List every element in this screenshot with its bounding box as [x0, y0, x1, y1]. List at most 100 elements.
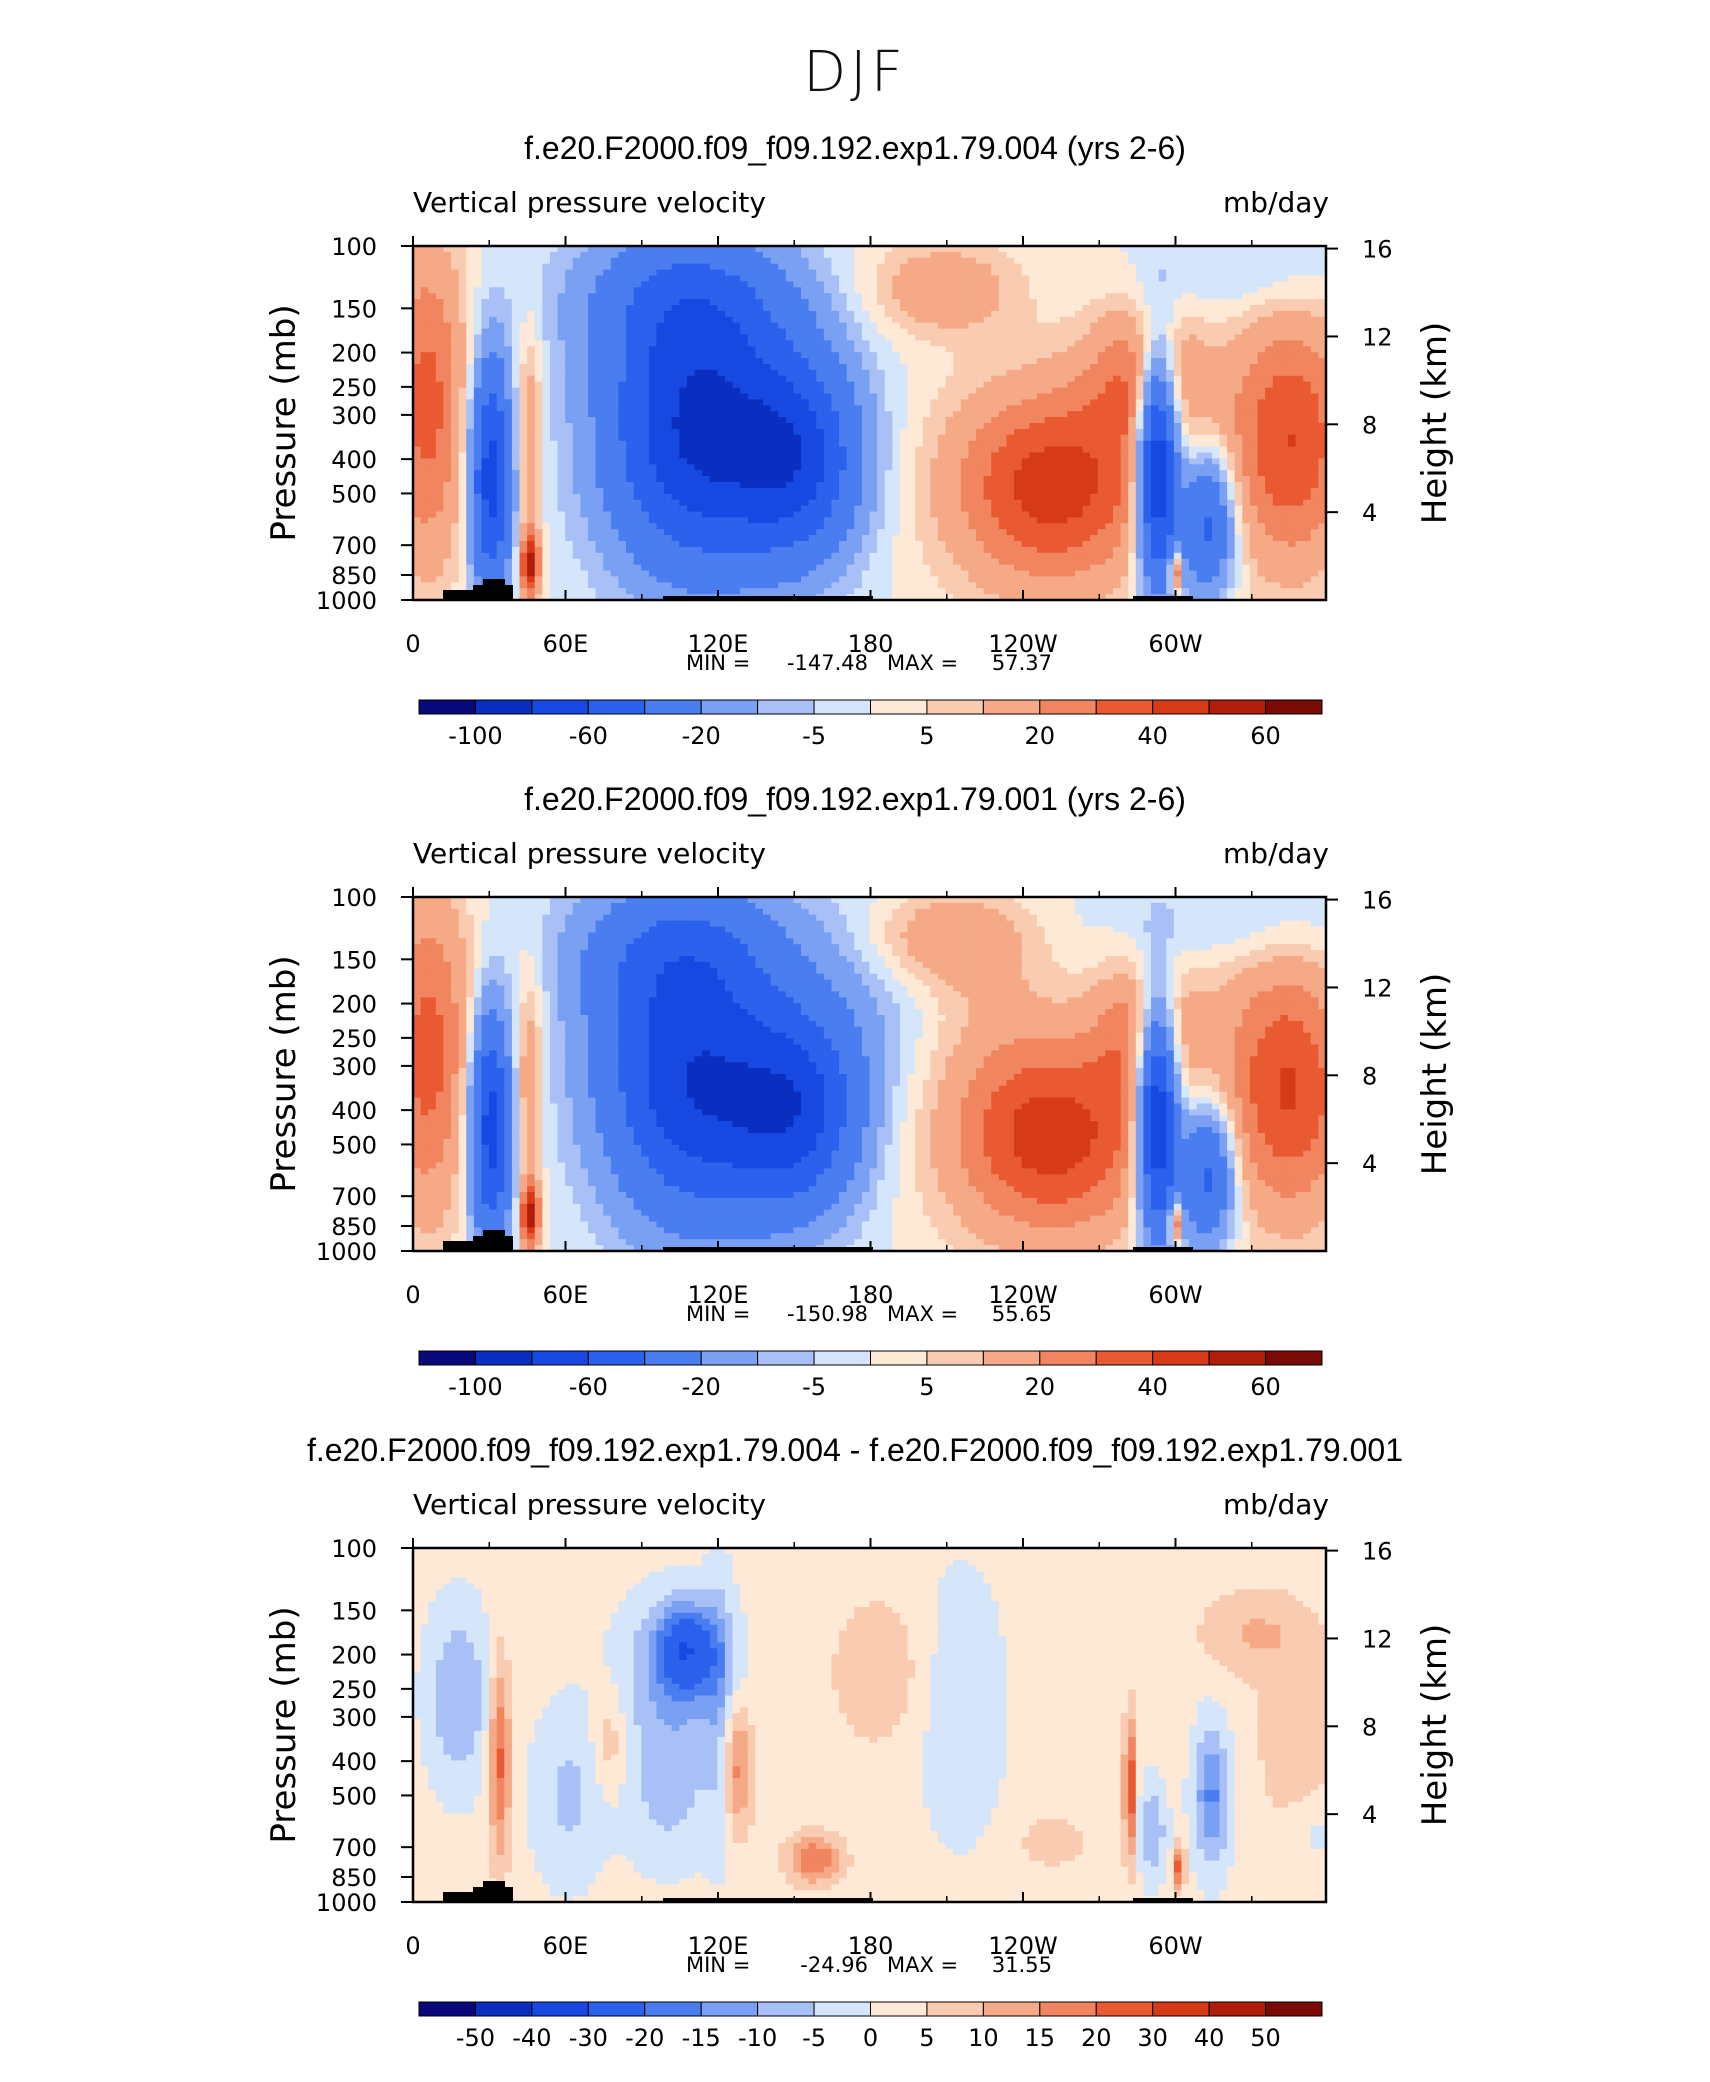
contour-cell: [884, 381, 893, 389]
contour-cell: [991, 334, 1000, 341]
contour-cell: [511, 328, 521, 336]
contour-cell: [489, 251, 498, 259]
contour-cell: [785, 346, 795, 353]
contour-cell: [1287, 310, 1297, 318]
contour-cell: [770, 446, 779, 454]
contour-cell: [633, 364, 642, 371]
contour-cell: [732, 322, 741, 330]
contour-cell: [709, 417, 718, 424]
contour-cell: [991, 428, 1000, 436]
contour-cell: [542, 393, 551, 400]
contour-cell: [747, 440, 756, 448]
contour-cell: [1234, 446, 1243, 454]
contour-cell: [983, 263, 992, 271]
contour-cell: [991, 364, 1000, 371]
contour-cell: [732, 458, 741, 465]
contour-cell: [816, 411, 825, 418]
contour-cell: [1014, 434, 1023, 442]
contour-cell: [504, 287, 513, 294]
contour-cell: [861, 381, 871, 389]
contour-cell: [983, 428, 992, 436]
contour-cell: [907, 470, 916, 477]
contour-cell: [1097, 440, 1106, 448]
contour-cell: [626, 352, 635, 359]
contour-cell: [991, 257, 1000, 265]
contour-cell: [473, 310, 483, 318]
contour-cell: [945, 411, 954, 418]
contour-cell: [489, 328, 498, 336]
contour-cell: [1166, 482, 1175, 489]
contour-cell: [1128, 476, 1137, 483]
contour-cell: [732, 393, 741, 400]
contour-cell: [435, 257, 445, 265]
contour-cell: [968, 405, 977, 412]
contour-cell: [1318, 369, 1327, 377]
contour-cell: [1044, 393, 1053, 400]
contour-cell: [839, 364, 848, 371]
contour-cell: [648, 428, 658, 436]
contour-cell: [481, 352, 490, 359]
contour-cell: [1234, 440, 1243, 448]
contour-cell: [1120, 346, 1129, 353]
contour-cell: [854, 375, 863, 383]
contour-cell: [420, 340, 429, 347]
contour-cell: [960, 387, 970, 395]
contour-cell: [1303, 393, 1312, 400]
contour-cell: [1112, 287, 1122, 294]
contour-cell: [945, 423, 954, 430]
contour-cell: [557, 340, 566, 347]
contour-cell: [1295, 305, 1304, 312]
contour-cell: [1021, 352, 1030, 359]
contour-cell: [747, 417, 756, 424]
contour-cell: [504, 464, 513, 471]
contour-cell: [1059, 275, 1068, 282]
contour-cell: [732, 340, 741, 347]
contour-cell: [793, 482, 802, 489]
contour-cell: [1158, 293, 1167, 300]
contour-cell: [1287, 464, 1297, 471]
contour-cell: [1204, 464, 1213, 471]
contour-cell: [1181, 458, 1190, 465]
contour-cell: [1029, 428, 1038, 436]
contour-cell: [1044, 440, 1053, 448]
contour-cell: [1249, 257, 1259, 265]
contour-cell: [793, 328, 802, 336]
contour-cell: [831, 476, 840, 483]
contour-cell: [808, 476, 817, 483]
contour-cell: [618, 299, 627, 306]
contour-cell: [580, 393, 589, 400]
contour-cell: [466, 423, 475, 430]
contour-cell: [915, 464, 924, 471]
contour-cell: [839, 458, 848, 465]
contour-cell: [1143, 476, 1152, 483]
contour-cell: [686, 458, 696, 465]
contour-cell: [1036, 293, 1046, 300]
contour-cell: [489, 358, 498, 365]
contour-cell: [892, 434, 901, 442]
contour-cell: [1097, 452, 1106, 459]
contour-cell: [466, 358, 475, 365]
contour-cell: [915, 458, 924, 465]
contour-cell: [587, 452, 597, 459]
contour-cell: [709, 405, 718, 412]
contour-cell: [998, 405, 1008, 412]
contour-cell: [435, 381, 445, 389]
contour-cell: [428, 358, 437, 365]
contour-cell: [1151, 446, 1160, 454]
contour-cell: [907, 352, 916, 359]
contour-cell: [884, 340, 893, 347]
contour-cell: [892, 470, 901, 477]
contour-cell: [953, 399, 962, 406]
contour-cell: [587, 405, 597, 412]
contour-cell: [595, 305, 604, 312]
contour-cell: [1166, 299, 1175, 306]
contour-cell: [1303, 269, 1312, 277]
contour-cell: [907, 316, 916, 324]
contour-cell: [610, 293, 620, 300]
contour-cell: [945, 434, 954, 442]
contour-cell: [1303, 375, 1312, 383]
contour-cell: [1242, 346, 1251, 353]
contour-cell: [717, 434, 726, 442]
contour-cell: [1204, 434, 1213, 442]
contour-cell: [1196, 299, 1205, 306]
